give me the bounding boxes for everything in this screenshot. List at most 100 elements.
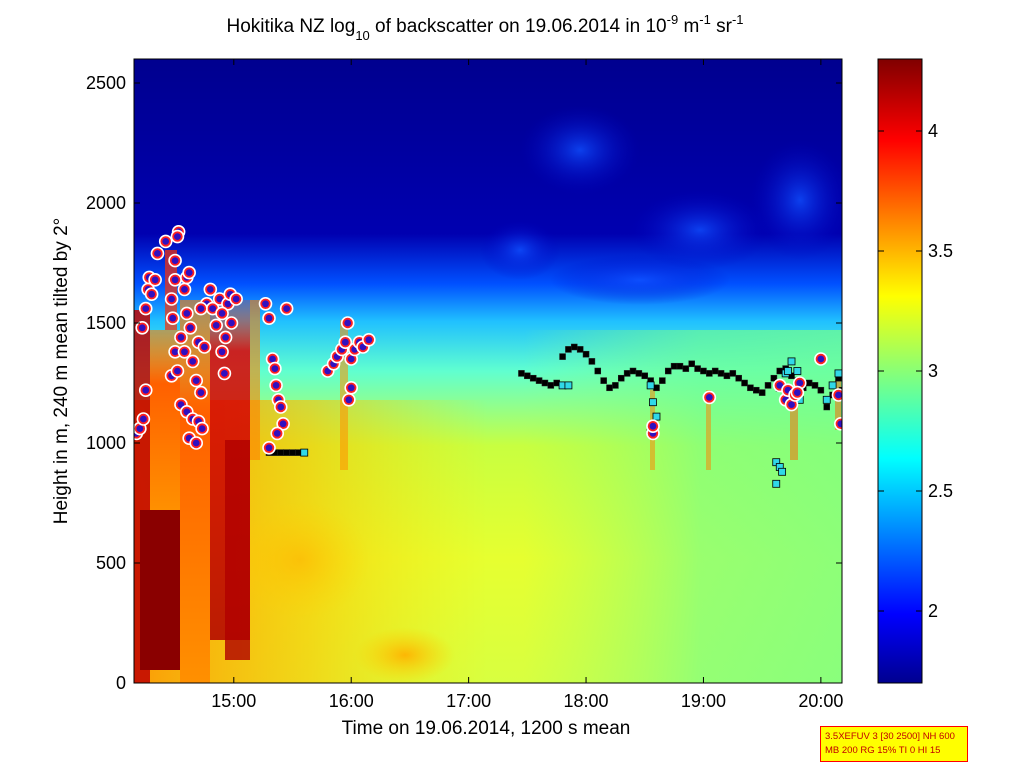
cloud-base-point bbox=[138, 301, 153, 316]
cyan-marker-point bbox=[784, 367, 792, 375]
colorbar-tick-label: 2.5 bbox=[928, 481, 953, 501]
y-tick-label: 2000 bbox=[86, 193, 126, 213]
cyan-marker-point bbox=[646, 381, 655, 390]
cloud-top-point bbox=[547, 382, 555, 389]
cloud-base-point bbox=[224, 316, 239, 330]
info-line-2: MB 200 RG 15% TI 0 HI 15 bbox=[825, 745, 941, 756]
cloud-top-point bbox=[729, 370, 737, 377]
y-axis: 0 500 1000 1500 2000 2500 bbox=[86, 73, 842, 693]
cloud-base-point bbox=[218, 330, 233, 345]
cloud-base-point bbox=[268, 361, 282, 376]
cloud-base-point bbox=[194, 385, 208, 400]
cloud-base-point bbox=[195, 421, 209, 436]
cloud-top-point bbox=[582, 350, 590, 358]
cloud-base-point bbox=[182, 265, 196, 280]
x-tick-label: 17:00 bbox=[446, 691, 491, 711]
cloud-base-point bbox=[185, 354, 200, 369]
cloud-base-point bbox=[217, 366, 232, 381]
cloud-base-point bbox=[203, 282, 218, 297]
cloud-base-point bbox=[831, 388, 842, 402]
cloud-base-point bbox=[702, 390, 717, 405]
cyan-marker-point bbox=[793, 367, 802, 375]
cyan-marker-point bbox=[772, 479, 781, 488]
warm-patch bbox=[355, 627, 455, 683]
cloud-top-point bbox=[541, 379, 549, 387]
blue-patch bbox=[480, 220, 560, 280]
y-axis-label: Height in m, 240 m mean tilted by 2° bbox=[51, 218, 72, 524]
cloud-base-point bbox=[164, 292, 179, 306]
cloud-top-point bbox=[676, 362, 684, 370]
cloud-base-point bbox=[276, 416, 290, 431]
colorbar-tick-label: 2 bbox=[928, 601, 938, 621]
cloud-base-point bbox=[344, 380, 359, 395]
cloud-base-point bbox=[189, 436, 204, 450]
y-tick-label: 1500 bbox=[86, 313, 126, 333]
blue-patch bbox=[520, 105, 640, 195]
aerosol-column bbox=[150, 330, 180, 510]
cloud-base-point bbox=[170, 229, 185, 244]
cloud-top-point bbox=[659, 377, 666, 384]
cloud-top-point bbox=[518, 370, 525, 377]
cloud-base-point bbox=[165, 311, 180, 326]
cloud-top-point bbox=[277, 449, 285, 456]
cloud-top-point bbox=[706, 370, 713, 377]
aerosol-column bbox=[790, 400, 798, 460]
cloud-top-point bbox=[623, 370, 631, 377]
cloud-top-point bbox=[764, 382, 772, 389]
cloud-base-point bbox=[215, 344, 229, 359]
cloud-top-point bbox=[289, 449, 296, 456]
cloud-base-point bbox=[262, 440, 276, 455]
y-tick-label: 2500 bbox=[86, 73, 126, 93]
cloud-top-point bbox=[717, 370, 725, 377]
cloud-base-point bbox=[273, 400, 288, 414]
cloud-top-point bbox=[700, 367, 707, 375]
cloud-base-point bbox=[182, 431, 196, 446]
cloud-base-point bbox=[177, 282, 192, 297]
cyan-marker-point bbox=[300, 448, 309, 457]
cloud-top-point bbox=[811, 382, 819, 389]
aerosol-column bbox=[706, 390, 711, 470]
aerosol-column bbox=[340, 320, 348, 470]
cloud-base-point bbox=[180, 306, 194, 321]
cyan-marker-point bbox=[834, 369, 842, 378]
cloud-top-point bbox=[524, 372, 531, 380]
info-line-1: 3.5XEFUV 3 [30 2500] NH 600 bbox=[825, 731, 955, 742]
blue-patch bbox=[630, 190, 770, 270]
cloud-base-point bbox=[168, 253, 182, 268]
cloud-top-point bbox=[711, 367, 719, 375]
cyan-marker-point bbox=[787, 357, 796, 366]
cloud-base-point bbox=[279, 301, 294, 316]
cloud-top-point bbox=[612, 382, 619, 389]
cloud-base-point bbox=[144, 287, 159, 302]
x-tick-label: 16:00 bbox=[329, 691, 374, 711]
cloud-top-point bbox=[823, 403, 830, 411]
x-tick-label: 20:00 bbox=[798, 691, 843, 711]
cloud-top-point bbox=[664, 367, 672, 375]
cloud-base-point bbox=[135, 320, 150, 335]
colorbar bbox=[877, 58, 923, 684]
cloud-base-point bbox=[197, 340, 212, 354]
cloud-base-point bbox=[183, 320, 198, 335]
cloud-base-point bbox=[270, 426, 285, 441]
cloud-base-point bbox=[194, 301, 208, 316]
cloud-base-point bbox=[258, 296, 273, 311]
cloud-top-point bbox=[741, 379, 748, 387]
cyan-marker-point bbox=[778, 467, 787, 476]
colorbar-axis: 2 2.5 3 3.5 4 bbox=[878, 121, 953, 621]
x-axis: 15:00 16:00 17:00 18:00 19:00 20:00 bbox=[211, 59, 843, 711]
cloud-top-point bbox=[753, 386, 760, 394]
cloud-base-point bbox=[136, 412, 151, 426]
x-tick-label: 15:00 bbox=[211, 691, 256, 711]
cloud-base-point bbox=[189, 373, 204, 388]
plot-area bbox=[134, 59, 842, 683]
cloud-top-point bbox=[600, 377, 607, 384]
cyan-marker-point bbox=[564, 381, 573, 390]
cloud-top-point bbox=[641, 372, 648, 380]
blue-patch bbox=[550, 255, 730, 305]
aerosol-column bbox=[250, 300, 260, 460]
aerosol-column bbox=[225, 440, 250, 660]
cloud-base-point bbox=[646, 419, 660, 434]
cloud-base-point bbox=[262, 311, 276, 326]
cyan-marker-point bbox=[649, 398, 657, 407]
cloud-top-point bbox=[283, 449, 290, 456]
